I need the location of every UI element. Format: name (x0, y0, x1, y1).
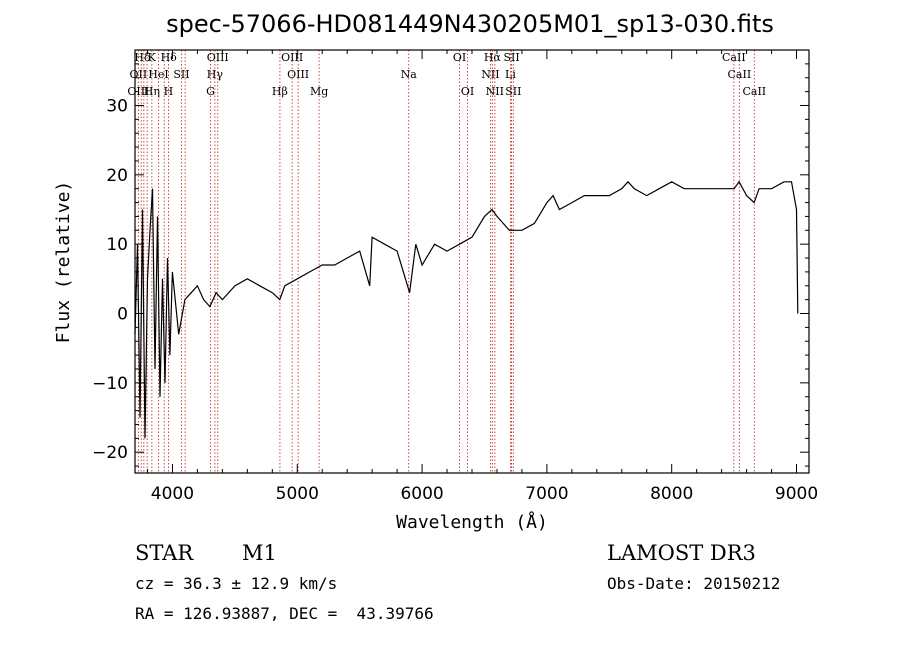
line-label-27: CaII (742, 85, 766, 98)
line-label-15: NII (481, 68, 499, 81)
spectrum-series-line (134, 180, 799, 439)
y-tick-label-3: 10 (106, 235, 128, 255)
y-tick-label-2: 0 (117, 305, 128, 325)
coordinates-readout: RA = 126.93887, DEC = 43.39766 (135, 604, 434, 623)
line-label-1: K (148, 51, 157, 64)
y-tick-label-1: −10 (92, 374, 128, 394)
emission-line-markers (137, 50, 755, 473)
line-label-5: OI (453, 51, 466, 64)
line-label-20: H (164, 85, 174, 98)
line-label-19: Hη (144, 85, 160, 98)
line-label-3: OIII (207, 51, 229, 64)
line-label-14: Na (401, 68, 418, 81)
plot-frame (134, 49, 810, 474)
object-type: STAR (135, 541, 194, 565)
x-tick-label-4: 8000 (650, 484, 693, 504)
line-label-16: Li (505, 68, 516, 81)
x-tick-label-3: 7000 (525, 484, 568, 504)
line-label-10: HeI (148, 68, 168, 81)
x-axis-label: Wavelength (Å) (396, 511, 548, 533)
x-axis-ticks: 4000 5000 6000 7000 8000 9000 (146, 50, 818, 504)
line-label-13: OIII (287, 68, 309, 81)
line-label-0: Hδ (134, 51, 151, 64)
line-label-11: SII (173, 68, 189, 81)
x-tick-label-5: 9000 (775, 484, 818, 504)
line-label-21: G (206, 85, 215, 98)
line-label-6: Hα (484, 51, 502, 64)
line-label-9: OII (130, 68, 148, 81)
line-label-17: CaII (728, 68, 752, 81)
y-tick-label-5: 30 (106, 96, 128, 116)
line-label-7: SII (503, 51, 519, 64)
x-tick-label-0: 4000 (151, 484, 194, 504)
line-label-24: OI (461, 85, 474, 98)
redshift-readout: cz = 36.3 ± 12.9 km/s (135, 574, 338, 593)
line-label-4: OIII (281, 51, 303, 64)
line-label-25: NII (486, 85, 504, 98)
chart-title: spec-57066-HD081449N430205M01_sp13-030.f… (166, 10, 774, 38)
y-axis-label: Flux (relative) (53, 181, 74, 344)
survey-label: LAMOST DR3 (607, 541, 756, 565)
y-tick-label-4: 20 (106, 166, 128, 186)
line-label-23: Mg (310, 85, 328, 98)
x-tick-label-1: 5000 (276, 484, 319, 504)
line-label-22: Hβ (272, 85, 288, 98)
object-subclass: M1 (242, 541, 277, 565)
line-label-12: Hγ (207, 68, 224, 81)
line-label-26: SII (505, 85, 521, 98)
line-label-8: CaII (722, 51, 746, 64)
observation-date: Obs-Date: 20150212 (607, 574, 781, 593)
y-tick-label-0: −20 (92, 443, 128, 463)
x-tick-label-2: 6000 (400, 484, 443, 504)
y-axis-ticks: −20 −10 0 10 20 30 (92, 63, 809, 467)
line-label-2: Hδ (161, 51, 178, 64)
